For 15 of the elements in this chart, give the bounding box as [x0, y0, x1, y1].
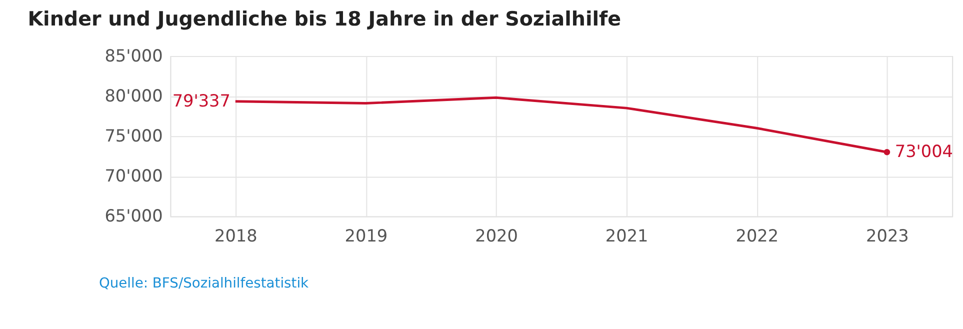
- x-tick-label: 2022: [736, 226, 779, 246]
- x-tick-label: 2023: [866, 226, 909, 246]
- data-label: 79'337: [172, 90, 230, 110]
- y-tick-label: 85'000: [104, 45, 163, 66]
- x-tick-label: 2020: [475, 226, 518, 246]
- y-tick-label: 65'000: [104, 206, 163, 226]
- source-note: Quelle: BFS/Sozialhilfestatistik: [98, 276, 309, 292]
- data-label: 73'004: [894, 141, 953, 162]
- y-tick-label: 80'000: [104, 85, 163, 106]
- x-tick-label: 2021: [605, 226, 648, 246]
- y-tick-label: 75'000: [104, 126, 163, 146]
- x-tick-label: 2019: [344, 226, 388, 246]
- y-tick-label: 70'000: [104, 166, 163, 186]
- x-tick-label: 2018: [214, 226, 258, 246]
- chart-title: Kinder und Jugendliche bis 18 Jahre in der Sozialhilfe: [28, 7, 622, 30]
